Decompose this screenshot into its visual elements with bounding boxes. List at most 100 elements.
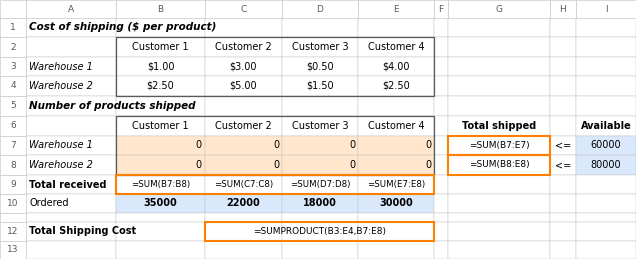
- Text: Customer 4: Customer 4: [368, 121, 424, 131]
- Bar: [116, 213, 205, 222]
- Text: 60000: 60000: [591, 140, 621, 150]
- Text: =SUM(B7:E7): =SUM(B7:E7): [469, 141, 529, 150]
- Bar: [282, 76, 358, 96]
- Text: 0: 0: [273, 160, 279, 170]
- Bar: [205, 222, 434, 241]
- Bar: [550, 136, 576, 155]
- Bar: [448, 222, 550, 241]
- Bar: [434, 213, 448, 222]
- Bar: [26, 96, 116, 116]
- Text: 0: 0: [273, 140, 279, 150]
- Text: 22000: 22000: [226, 198, 260, 208]
- Bar: [282, 241, 358, 259]
- Bar: [282, 96, 358, 116]
- Text: 10: 10: [7, 199, 18, 208]
- Bar: [550, 222, 576, 241]
- Bar: [448, 194, 550, 213]
- Text: 8: 8: [10, 161, 16, 169]
- Bar: [434, 155, 448, 175]
- Bar: [448, 57, 550, 76]
- Bar: [358, 37, 434, 57]
- Bar: [282, 0, 358, 18]
- Text: D: D: [317, 4, 324, 13]
- Text: Customer 2: Customer 2: [215, 121, 272, 131]
- Bar: [434, 222, 448, 241]
- Text: $5.00: $5.00: [230, 81, 258, 91]
- Bar: [550, 155, 576, 175]
- Text: 35000: 35000: [144, 198, 177, 208]
- Bar: [448, 155, 550, 175]
- Text: 0: 0: [196, 160, 202, 170]
- Bar: [358, 116, 434, 136]
- Bar: [0, 96, 26, 116]
- Text: Warehouse 2: Warehouse 2: [29, 160, 93, 170]
- Bar: [0, 0, 26, 18]
- Text: E: E: [393, 4, 399, 13]
- Bar: [282, 18, 358, 37]
- Text: G: G: [495, 4, 502, 13]
- Bar: [282, 155, 358, 175]
- Bar: [550, 116, 576, 136]
- Bar: [205, 155, 282, 175]
- Bar: [205, 241, 282, 259]
- Bar: [434, 194, 448, 213]
- Text: 30000: 30000: [379, 198, 413, 208]
- Bar: [205, 175, 282, 194]
- Bar: [282, 136, 358, 155]
- Bar: [550, 18, 576, 37]
- Bar: [116, 116, 205, 136]
- Text: =SUMPRODUCT(B3:E4,B7:E8): =SUMPRODUCT(B3:E4,B7:E8): [253, 227, 386, 236]
- Bar: [26, 213, 116, 222]
- Text: 0: 0: [349, 160, 355, 170]
- Text: C: C: [240, 4, 247, 13]
- Bar: [576, 155, 636, 175]
- Bar: [0, 175, 26, 194]
- Bar: [448, 175, 550, 194]
- Bar: [116, 222, 205, 241]
- Text: $4.00: $4.00: [382, 61, 410, 71]
- Text: 4: 4: [10, 82, 16, 90]
- Bar: [205, 37, 282, 57]
- Bar: [0, 76, 26, 96]
- Text: $2.50: $2.50: [147, 81, 174, 91]
- Bar: [282, 175, 358, 194]
- Bar: [0, 222, 26, 241]
- Text: 1: 1: [10, 23, 16, 32]
- Text: =SUM(B7:B8): =SUM(B7:B8): [131, 180, 190, 189]
- Bar: [576, 213, 636, 222]
- Bar: [116, 37, 434, 96]
- Bar: [205, 0, 282, 18]
- Text: 2: 2: [10, 42, 16, 52]
- Bar: [576, 76, 636, 96]
- Text: 0: 0: [425, 140, 431, 150]
- Text: Number of products shipped: Number of products shipped: [29, 101, 195, 111]
- Text: 12: 12: [7, 227, 18, 236]
- Text: Customer 3: Customer 3: [292, 42, 349, 52]
- Bar: [282, 213, 358, 222]
- Bar: [116, 76, 205, 96]
- Bar: [0, 213, 26, 222]
- Bar: [205, 222, 282, 241]
- Bar: [358, 194, 434, 213]
- Bar: [358, 18, 434, 37]
- Text: A: A: [68, 4, 74, 13]
- Bar: [550, 213, 576, 222]
- Bar: [576, 116, 636, 136]
- Bar: [282, 57, 358, 76]
- Bar: [0, 18, 26, 37]
- Bar: [116, 194, 205, 213]
- Bar: [116, 96, 205, 116]
- Bar: [116, 136, 205, 155]
- Text: $2.50: $2.50: [382, 81, 410, 91]
- Bar: [448, 96, 550, 116]
- Text: Customer 3: Customer 3: [292, 121, 349, 131]
- Bar: [576, 96, 636, 116]
- Text: $1.50: $1.50: [306, 81, 334, 91]
- Bar: [116, 0, 205, 18]
- Bar: [358, 175, 434, 194]
- Bar: [550, 37, 576, 57]
- Text: 5: 5: [10, 102, 16, 111]
- Text: Available: Available: [581, 121, 632, 131]
- Bar: [116, 18, 205, 37]
- Bar: [434, 96, 448, 116]
